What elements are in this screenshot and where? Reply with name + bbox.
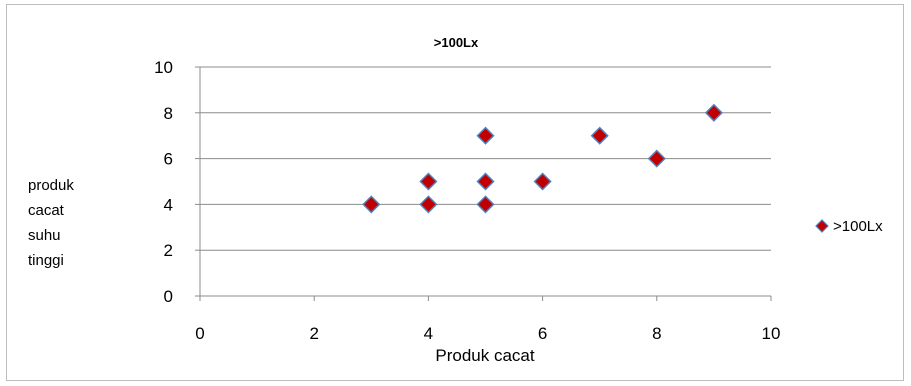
data-point — [476, 195, 495, 214]
data-point — [704, 103, 723, 122]
y-axis-label-line: produk — [28, 177, 74, 194]
x-tick-label: 4 — [424, 324, 433, 343]
data-point — [476, 172, 495, 191]
data-point — [362, 195, 381, 214]
y-axis-label-line: tinggi — [28, 252, 64, 269]
data-point — [533, 172, 552, 191]
y-tick-label: 4 — [164, 195, 173, 214]
y-axis-label-line: suhu — [28, 227, 61, 244]
x-axis-label: Produk cacat — [435, 346, 534, 365]
legend-marker-diamond — [815, 219, 829, 233]
legend-label: >100Lx — [833, 218, 883, 235]
x-tick-label: 2 — [309, 324, 318, 343]
y-tick-label: 2 — [164, 241, 173, 260]
x-tick-label: 0 — [195, 324, 204, 343]
y-tick-label: 10 — [154, 58, 173, 77]
x-tick-label: 10 — [762, 324, 781, 343]
data-point — [476, 126, 495, 145]
y-tick-label: 8 — [164, 104, 173, 123]
data-point — [419, 195, 438, 214]
gridlines — [200, 66, 771, 251]
y-tick-label: 0 — [164, 287, 173, 306]
x-tick-label: 8 — [652, 324, 661, 343]
y-axis-label-line: cacat — [28, 202, 64, 219]
data-point — [647, 149, 666, 168]
data-points — [362, 103, 723, 214]
data-point — [590, 126, 609, 145]
x-tick-label: 6 — [538, 324, 547, 343]
axes — [195, 66, 772, 301]
tick-labels: 0 2 4 6 8 10 0 2 4 6 8 10 — [154, 58, 780, 343]
y-tick-label: 6 — [164, 150, 173, 169]
legend: >100Lx — [815, 218, 883, 235]
data-point — [419, 172, 438, 191]
chart-title: >100Lx — [434, 35, 479, 50]
